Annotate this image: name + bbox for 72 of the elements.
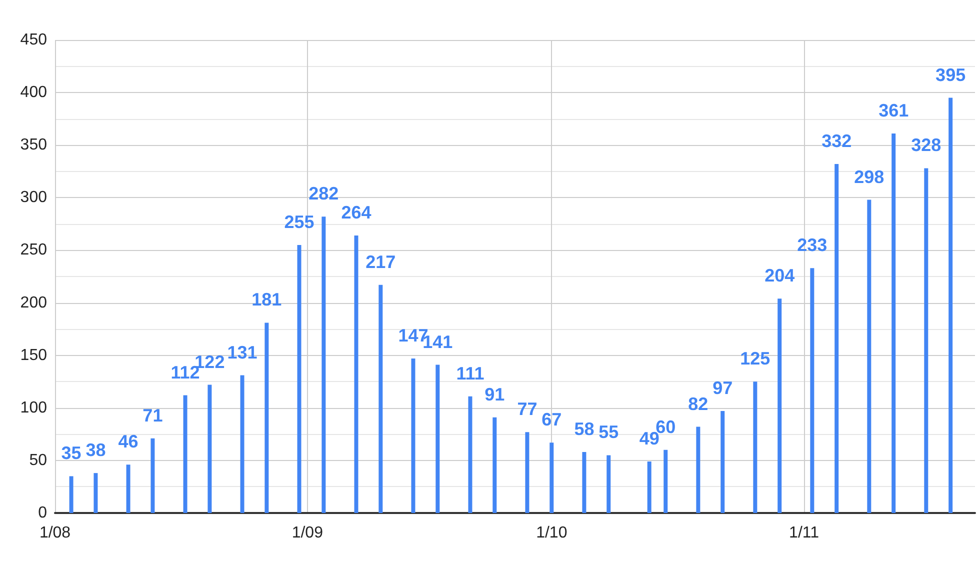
bar	[948, 98, 953, 513]
data-label: 97	[712, 378, 733, 398]
bar	[354, 236, 358, 513]
data-label: 46	[118, 432, 138, 452]
data-label: 38	[86, 440, 106, 460]
data-label: 332	[822, 131, 852, 152]
y-tick-label: 150	[20, 346, 48, 364]
bar	[867, 200, 872, 513]
bar	[550, 442, 554, 513]
data-label: 67	[542, 410, 562, 430]
bar	[183, 395, 188, 513]
y-tick-label: 400	[20, 84, 48, 102]
data-label: 55	[598, 422, 619, 442]
bar	[322, 216, 326, 513]
bar	[94, 473, 98, 513]
data-label: 77	[517, 399, 538, 420]
data-label: 58	[574, 419, 594, 440]
y-tick-label: 200	[20, 294, 48, 312]
y-tick-label: 0	[38, 504, 48, 522]
bar	[778, 298, 782, 513]
data-label: 264	[341, 202, 372, 223]
bar	[664, 450, 668, 513]
bar	[720, 411, 725, 513]
data-label: 131	[227, 342, 258, 362]
data-label: 181	[252, 290, 282, 310]
bar	[606, 455, 611, 513]
bar	[753, 382, 758, 513]
y-tick-label: 250	[20, 242, 48, 259]
x-tick-label: 1/11	[789, 524, 820, 542]
bar	[150, 438, 155, 513]
bar	[297, 244, 302, 513]
bar	[892, 134, 896, 513]
bar	[264, 322, 269, 513]
bar	[924, 168, 928, 513]
data-label: 71	[142, 405, 163, 426]
data-label: 204	[764, 266, 795, 286]
bar	[834, 164, 839, 513]
bar	[696, 426, 700, 513]
y-tick-label: 300	[20, 189, 48, 206]
x-tick-label: 1/10	[536, 524, 568, 542]
data-label: 255	[284, 212, 314, 232]
data-label: 111	[456, 363, 484, 384]
bar	[378, 284, 383, 513]
bar	[582, 452, 586, 513]
data-label: 125	[740, 348, 770, 369]
bar	[525, 432, 530, 513]
data-label: 82	[688, 394, 708, 414]
bar	[436, 364, 440, 513]
bar	[208, 384, 212, 513]
y-tick-label: 100	[20, 399, 48, 416]
y-tick-label: 350	[20, 136, 48, 154]
bar	[126, 464, 130, 513]
bar	[492, 417, 497, 513]
data-label: 91	[484, 384, 505, 404]
data-label: 328	[911, 135, 942, 156]
data-label: 282	[308, 184, 339, 204]
x-tick-label: 1/09	[292, 524, 324, 542]
data-label: 361	[878, 100, 909, 121]
bar	[411, 358, 416, 513]
data-label: 298	[854, 166, 884, 187]
y-tick-label: 50	[29, 452, 48, 469]
data-label: 233	[797, 235, 828, 256]
x-tick-label: 1/08	[39, 524, 71, 542]
bar	[647, 461, 652, 513]
data-label: 35	[61, 443, 82, 464]
data-label: 217	[366, 252, 396, 272]
y-tick-label: 450	[20, 32, 48, 48]
bar	[69, 476, 74, 513]
bar	[240, 375, 244, 513]
bar	[468, 396, 472, 513]
bar	[810, 268, 814, 513]
data-label: 395	[936, 64, 966, 85]
